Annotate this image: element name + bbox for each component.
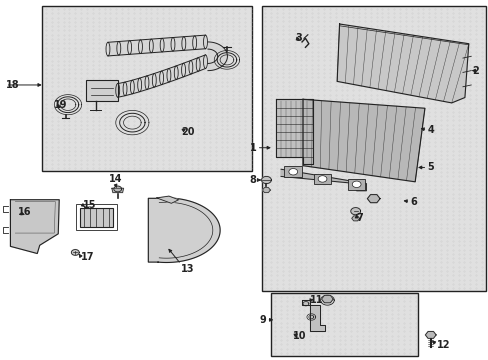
Polygon shape [321,295,332,303]
Polygon shape [112,188,123,193]
Text: 4: 4 [427,125,433,135]
Polygon shape [281,169,366,191]
Polygon shape [303,99,424,182]
Polygon shape [10,200,59,253]
Text: 20: 20 [181,127,194,136]
Text: 8: 8 [249,175,256,185]
Text: 3: 3 [295,33,302,43]
Polygon shape [261,176,271,184]
Text: 1: 1 [249,143,256,153]
Bar [80,208,113,226]
Bar [86,80,118,101]
Text: 6: 6 [409,197,416,207]
Text: 12: 12 [436,340,449,350]
Text: 2: 2 [471,66,478,76]
Text: 13: 13 [181,264,194,274]
Polygon shape [351,216,359,221]
Circle shape [318,176,326,182]
Polygon shape [425,332,435,338]
Polygon shape [71,249,79,255]
Bar [42,6,251,171]
Polygon shape [148,198,220,262]
Text: 16: 16 [18,207,31,217]
Text: 7: 7 [356,213,363,222]
Text: 10: 10 [293,331,306,341]
Text: 18: 18 [5,80,19,90]
Text: 17: 17 [81,252,95,262]
Polygon shape [350,208,360,215]
Polygon shape [157,196,178,203]
Polygon shape [114,186,122,192]
Bar [347,179,365,190]
Text: 19: 19 [54,100,68,110]
Circle shape [288,168,297,175]
Bar [313,174,330,184]
Text: 15: 15 [82,200,96,210]
Polygon shape [336,24,468,103]
Text: 5: 5 [427,162,433,172]
Circle shape [351,181,360,188]
Polygon shape [302,300,325,330]
Text: 14: 14 [108,174,122,184]
Bar [76,204,117,230]
Bar [261,6,485,291]
Bar [284,166,302,177]
Polygon shape [262,188,270,193]
Polygon shape [366,195,379,203]
Bar [271,293,417,356]
Text: 9: 9 [259,315,266,325]
Polygon shape [276,99,312,164]
Text: 11: 11 [310,295,323,305]
